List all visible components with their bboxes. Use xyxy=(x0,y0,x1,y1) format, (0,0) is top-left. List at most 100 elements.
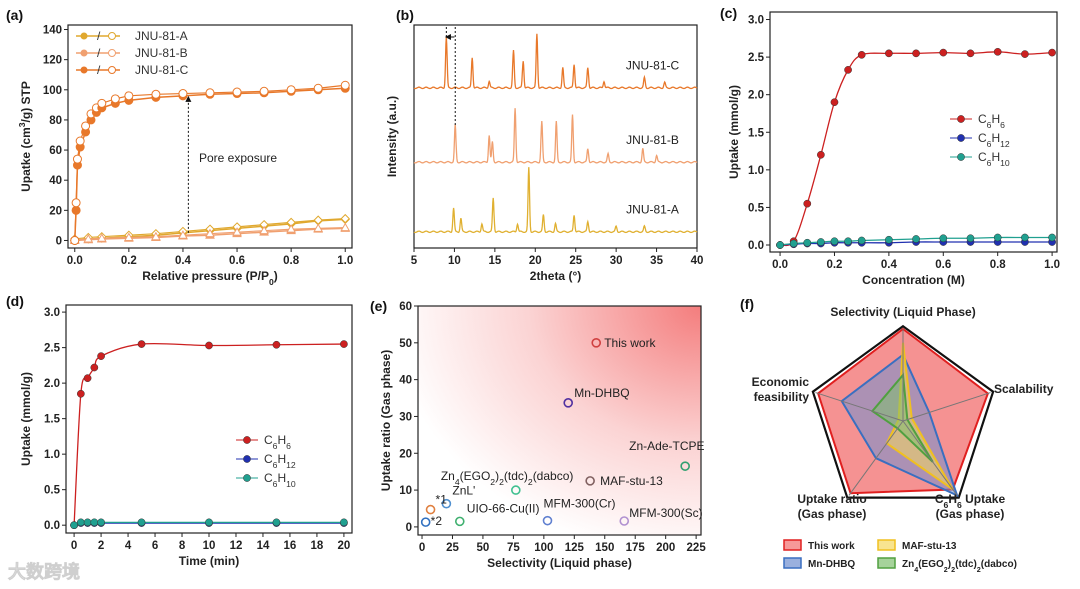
legend-marker xyxy=(957,134,965,142)
data-point xyxy=(1048,48,1056,57)
legend-label: Zn4(EGO2)2(tdc)2(dabco) xyxy=(902,559,1017,574)
data-point xyxy=(817,238,825,246)
xrd-pattern xyxy=(413,167,698,234)
pattern-label: JNU-81-A xyxy=(626,203,679,217)
x-tick-label: 1.0 xyxy=(1044,259,1060,271)
x-tick-label: 35 xyxy=(650,255,663,267)
x-tick-label: 0.0 xyxy=(772,259,788,271)
data-point xyxy=(993,47,1002,56)
y-tick-label: 80 xyxy=(49,115,62,127)
watermark: 大数跨境 xyxy=(8,561,80,582)
data-point xyxy=(857,50,866,59)
data-point xyxy=(272,518,281,527)
y-tick-label: 2.0 xyxy=(44,378,60,390)
data-point xyxy=(912,235,920,243)
x-axis-label: Time (min) xyxy=(179,554,239,568)
data-point xyxy=(178,89,188,99)
data-point xyxy=(178,230,188,239)
plot-frame xyxy=(769,11,1058,253)
legend-marker-filled xyxy=(80,32,88,40)
radar-axis xyxy=(902,392,991,422)
panel-label: (d) xyxy=(6,293,24,309)
pattern-label: JNU-81-B xyxy=(626,133,679,147)
x-tick-label: 16 xyxy=(284,540,297,552)
y-tick-label: 0 xyxy=(406,522,412,534)
data-point xyxy=(912,49,920,58)
y-tick-label: 20 xyxy=(399,448,412,460)
data-point xyxy=(1048,233,1056,242)
x-tick-label: 0.6 xyxy=(229,255,245,267)
x-tick-label: 8 xyxy=(179,540,186,552)
x-tick-label: 175 xyxy=(626,542,646,554)
data-point xyxy=(1021,50,1029,58)
x-tick-label: 10 xyxy=(203,540,216,552)
data-point xyxy=(70,521,78,530)
xrd-pattern xyxy=(413,108,698,164)
radar-outline xyxy=(811,324,995,499)
legend-swatch xyxy=(783,539,802,551)
data-point xyxy=(72,154,82,164)
data-point xyxy=(137,340,146,348)
x-tick-label: 30 xyxy=(610,255,623,267)
plot-frame xyxy=(413,24,698,249)
x-tick-label: 15 xyxy=(488,255,501,267)
data-point xyxy=(844,66,852,74)
y-tick-label: 0.0 xyxy=(748,240,764,252)
legend-marker-open xyxy=(108,32,116,40)
pattern-label: JNU-81-C xyxy=(626,59,680,73)
xrd-pattern xyxy=(413,33,698,90)
point-label: MAF-stu-13 xyxy=(600,474,663,488)
data-point xyxy=(90,363,99,372)
radar-axis-label: Selectivity (Liquid Phase) xyxy=(830,305,975,319)
data-point xyxy=(110,94,120,104)
radar-axis-label: Economic feasibility xyxy=(752,375,810,404)
data-point xyxy=(939,234,948,243)
x-tick-label: 1.0 xyxy=(337,255,353,267)
x-tick-label: 20 xyxy=(338,540,351,552)
radar-axis xyxy=(902,420,958,496)
x-tick-label: 2 xyxy=(98,540,104,552)
y-tick-label: 2.5 xyxy=(748,52,765,64)
data-point xyxy=(591,338,602,348)
x-tick-label: 0 xyxy=(71,540,77,552)
x-tick-label: 75 xyxy=(507,542,520,554)
x-axis-label: Relative pressure (P/P0) xyxy=(142,269,278,287)
y-tick-label: 50 xyxy=(399,338,412,350)
x-tick-label: 0.8 xyxy=(990,259,1007,271)
legend-swatch xyxy=(783,557,802,569)
y-tick-label: 1.0 xyxy=(748,165,764,177)
y-tick-label: 1.5 xyxy=(748,127,765,139)
plot-frame xyxy=(417,305,702,536)
annotation: Pore exposure xyxy=(199,151,277,165)
x-tick-label: 0.2 xyxy=(121,255,137,267)
y-tick-label: 0.5 xyxy=(748,202,765,214)
legend-slash: / xyxy=(97,63,101,77)
x-tick-label: 50 xyxy=(477,542,490,554)
data-point xyxy=(776,241,784,249)
data-point xyxy=(313,215,323,225)
panel-label: (a) xyxy=(6,7,23,23)
legend-marker-filled xyxy=(80,66,88,74)
point-label: *2 xyxy=(431,514,443,528)
data-point xyxy=(844,237,852,246)
y-tick-label: 140 xyxy=(43,25,62,37)
point-label: MFM-300(Cr) xyxy=(544,497,616,511)
data-point xyxy=(340,222,351,232)
data-point xyxy=(993,233,1002,242)
data-point xyxy=(803,199,812,208)
data-point xyxy=(83,233,94,243)
point-label: Mn-DHBQ xyxy=(574,386,629,400)
point-label: Zn-Ade-TCPE xyxy=(629,439,704,453)
legend-label: MAF-stu-13 xyxy=(902,541,957,552)
x-tick-label: 5 xyxy=(411,255,418,267)
data-point xyxy=(97,518,105,527)
x-tick-label: 0.8 xyxy=(283,255,300,267)
legend-marker xyxy=(957,153,965,161)
y-tick-label: 0.0 xyxy=(44,520,60,532)
y-tick-label: 20 xyxy=(49,205,62,217)
x-tick-label: 20 xyxy=(529,255,542,267)
data-point xyxy=(340,340,348,348)
x-tick-label: 25 xyxy=(569,255,582,267)
data-point xyxy=(542,515,553,526)
data-point xyxy=(81,121,91,131)
